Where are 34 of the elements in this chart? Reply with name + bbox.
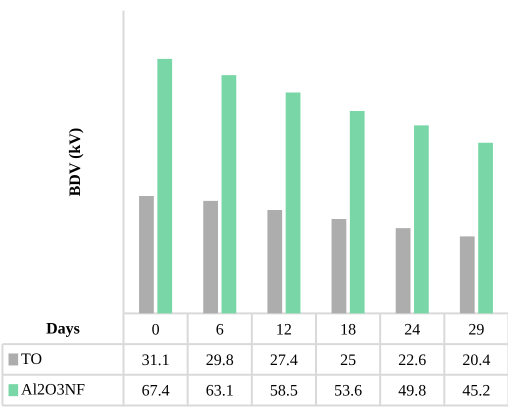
data-label: 45.2 — [462, 382, 490, 400]
data-label: 31.1 — [142, 352, 170, 369]
bar — [350, 110, 365, 314]
bar — [478, 142, 493, 314]
data-label: 49.8 — [398, 382, 426, 400]
legend-label: Al2O3NF — [21, 382, 86, 399]
bar — [396, 228, 410, 314]
x-tick-label: 29 — [468, 321, 484, 338]
bar — [203, 200, 218, 314]
bar — [139, 196, 154, 314]
data-label: 22.6 — [398, 352, 426, 369]
x-tick-label: 24 — [404, 321, 420, 338]
bar — [414, 125, 429, 314]
data-label: 63.1 — [206, 382, 234, 400]
y-axis-title: BDV (kV) — [67, 128, 84, 196]
x-tick-label: 0 — [152, 321, 160, 338]
data-label: 67.4 — [142, 382, 170, 400]
bar — [286, 92, 300, 314]
x-tick-label: 6 — [216, 321, 224, 338]
bar — [267, 210, 282, 314]
data-label: 29.8 — [206, 352, 234, 369]
data-label: 25 — [340, 352, 356, 369]
x-tick-label: 18 — [340, 321, 356, 338]
data-label: 27.4 — [270, 352, 298, 369]
x-axis-title: Days — [46, 320, 80, 338]
bar — [332, 219, 346, 314]
bar — [157, 58, 172, 314]
data-label: 20.4 — [462, 352, 490, 369]
data-label: 53.6 — [334, 382, 362, 400]
x-tick-label: 12 — [276, 321, 292, 338]
data-label: 58.5 — [270, 382, 298, 400]
bar — [460, 236, 475, 314]
bar — [222, 75, 236, 314]
legend-label: TO — [21, 350, 42, 368]
